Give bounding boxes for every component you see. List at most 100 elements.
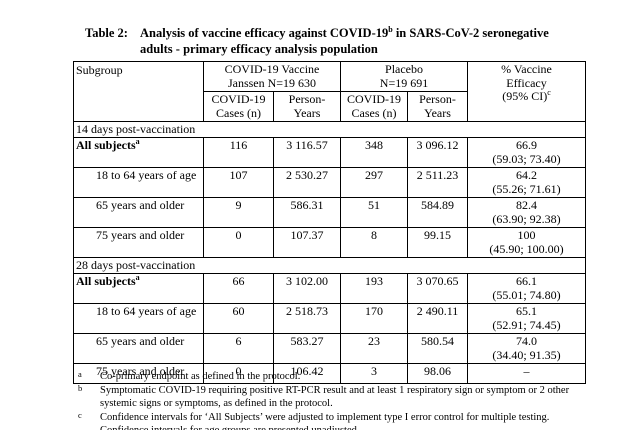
vaccine-efficacy-cell: 65.1 (52.91; 74.45) bbox=[467, 303, 587, 334]
placebo-group-line1: Placebo bbox=[385, 62, 424, 76]
vaccine-group-line2: Janssen N=19 630 bbox=[227, 75, 317, 90]
vaccine-cases-cell: 116 bbox=[203, 137, 274, 168]
table-title-text: Analysis of vaccine efficacy against COV… bbox=[140, 25, 550, 57]
vaccine-group-header: COVID-19 Vaccine Janssen N=19 630 bbox=[202, 61, 342, 92]
efficacy-value: 64.2 bbox=[516, 168, 538, 182]
vaccine-cases-cell: 0 bbox=[203, 363, 274, 384]
section-label: 28 days post-vaccination bbox=[72, 257, 587, 274]
placebo-cases-cell: 348 bbox=[340, 137, 409, 168]
placebo-person-years-header: Person- Years bbox=[407, 91, 469, 122]
subgroup-label: All subjects bbox=[76, 138, 136, 152]
vaccine-cases-cell: 0 bbox=[203, 227, 274, 258]
footnote-b: b Symptomatic COVID-19 requiring positiv… bbox=[78, 383, 570, 410]
subgroup-column-header: Subgroup bbox=[73, 61, 204, 122]
placebo-cases-cell: 23 bbox=[340, 333, 409, 364]
vaccine-efficacy-cell: 66.9 (59.03; 73.40) bbox=[467, 137, 587, 168]
table-row: 65 years and older 9 586.31 51 584.89 82… bbox=[73, 197, 587, 228]
table-title: Table 2: Analysis of vaccine efficacy ag… bbox=[85, 25, 550, 57]
subgroup-label: All subjects bbox=[76, 274, 136, 288]
placebo-person-years-cell: 2 511.23 bbox=[407, 167, 469, 198]
subgroup-cell: All subjectsa bbox=[73, 273, 204, 304]
footnote-text: Symptomatic COVID-19 requiring positive … bbox=[100, 385, 570, 409]
table-row: 18 to 64 years of age 60 2 518.73 170 2 … bbox=[73, 303, 587, 334]
efficacy-header-line3: (95% CI) bbox=[502, 89, 548, 103]
placebo-cases-cell: 51 bbox=[340, 197, 409, 228]
efficacy-ci: (55.01; 74.80) bbox=[492, 287, 561, 302]
footnote-a: a Co-primary endpoint as defined in the … bbox=[78, 369, 570, 383]
efficacy-ci: (59.03; 73.40) bbox=[492, 151, 561, 166]
efficacy-column-header: % Vaccine Efficacy (95% CI)c bbox=[467, 61, 587, 122]
efficacy-ci: (63.90; 92.38) bbox=[492, 211, 561, 226]
subgroup-cell: 65 years and older bbox=[73, 197, 204, 228]
subgroup-cell: 18 to 64 years of age bbox=[73, 303, 204, 334]
placebo-cases-cell: 170 bbox=[340, 303, 409, 334]
vaccine-cases-cell: 107 bbox=[203, 167, 274, 198]
efficacy-ci: (34.40; 91.35) bbox=[492, 347, 561, 362]
table-row: 75 years and older 0 107.37 8 99.15 100(… bbox=[73, 227, 587, 258]
placebo-person-years-cell: 99.15 bbox=[407, 227, 469, 258]
vaccine-person-years-cell: 2 530.27 bbox=[272, 167, 342, 198]
placebo-group-line2: N=19 691 bbox=[379, 75, 429, 90]
footnote-ref-a: a bbox=[135, 137, 140, 146]
table-row: 18 to 64 years of age 107 2 530.27 297 2… bbox=[73, 167, 587, 198]
efficacy-value: 74.0 bbox=[516, 334, 538, 348]
subgroup-cell: 75 years and older bbox=[73, 227, 204, 258]
vaccine-efficacy-cell: 66.1 (55.01; 74.80) bbox=[467, 273, 587, 304]
placebo-person-years-cell: 584.89 bbox=[407, 197, 469, 228]
vaccine-efficacy-cell: 74.0 (34.40; 91.35) bbox=[467, 333, 587, 364]
vaccine-cases-header: COVID-19 Cases (n) bbox=[203, 91, 274, 122]
footnote-ref-b: b bbox=[388, 24, 393, 34]
vaccine-person-years-cell: 583.27 bbox=[272, 333, 342, 364]
footnote-marker: a bbox=[78, 369, 82, 379]
efficacy-ci: (55.26; 71.61) bbox=[492, 181, 561, 196]
placebo-person-years-cell: 580.54 bbox=[407, 333, 469, 364]
vaccine-person-years-cell: 3 102.00 bbox=[272, 273, 342, 304]
efficacy-value: 65.1 bbox=[516, 304, 538, 318]
header-row-groups: Subgroup COVID-19 Vaccine Janssen N=19 63… bbox=[73, 61, 587, 122]
title-line1-pre: Analysis of vaccine efficacy against COV… bbox=[140, 26, 389, 40]
efficacy-value: 100 bbox=[517, 228, 536, 242]
vaccine-person-years-cell: 107.37 bbox=[272, 227, 342, 258]
footnote-c: c Confidence intervals for ‘All Subjects… bbox=[78, 410, 570, 430]
efficacy-ci: (52.91; 74.45) bbox=[492, 317, 561, 332]
section-label: 14 days post-vaccination bbox=[72, 121, 587, 138]
title-line2: adults - primary efficacy analysis popul… bbox=[140, 42, 378, 56]
subgroup-cell: 75 years and older bbox=[73, 363, 204, 384]
vaccine-group-line1: COVID-19 Vaccine bbox=[224, 62, 320, 76]
subgroup-cell: 65 years and older bbox=[73, 333, 204, 364]
efficacy-header-line2: Efficacy bbox=[506, 75, 547, 90]
section-row-28-days: 28 days post-vaccination bbox=[72, 257, 587, 274]
table-title-label: Table 2: bbox=[85, 26, 128, 40]
placebo-group-header: Placebo N=19 691 bbox=[340, 61, 469, 92]
vaccine-efficacy-cell: 64.2 (55.26; 71.61) bbox=[467, 167, 587, 198]
vaccine-cases-cell: 9 bbox=[203, 197, 274, 228]
title-line1-post: in SARS-CoV-2 seronegative bbox=[392, 26, 549, 40]
table-row: 65 years and older 6 583.27 23 580.54 74… bbox=[73, 333, 587, 364]
vaccine-person-years-header: Person- Years bbox=[272, 91, 342, 122]
table-row: All subjectsa 66 3 102.00 193 3 070.65 6… bbox=[73, 273, 587, 304]
subgroup-cell: All subjectsa bbox=[73, 137, 204, 168]
placebo-cases-cell: 297 bbox=[340, 167, 409, 198]
footnote-text: Confidence intervals for ‘All Subjects’ … bbox=[100, 412, 550, 430]
vaccine-cases-cell: 6 bbox=[203, 333, 274, 364]
header-row-columns: COVID-19 Cases (n) Person- Years COVID-1… bbox=[74, 91, 586, 122]
vaccine-cases-cell: 66 bbox=[203, 273, 274, 304]
table-row: 75 years and older 0 106.42 3 98.06 – bbox=[73, 363, 587, 384]
footnote-ref-a: a bbox=[135, 273, 140, 282]
vaccine-person-years-cell: 3 116.57 bbox=[272, 137, 342, 168]
efficacy-value: – bbox=[523, 364, 530, 378]
vaccine-person-years-cell: 586.31 bbox=[272, 197, 342, 228]
vaccine-efficacy-cell: – bbox=[467, 363, 587, 384]
efficacy-table: Subgroup COVID-19 Vaccine Janssen N=19 63… bbox=[72, 61, 587, 384]
efficacy-value: 66.9 bbox=[516, 138, 538, 152]
vaccine-efficacy-cell: 100 (45.90; 100.00) bbox=[467, 227, 587, 258]
efficacy-value: 66.1 bbox=[516, 274, 538, 288]
vaccine-cases-cell: 60 bbox=[203, 303, 274, 334]
placebo-person-years-cell: 2 490.11 bbox=[407, 303, 469, 334]
placebo-person-years-cell: 3 070.65 bbox=[407, 273, 469, 304]
footnote-ref-c: c bbox=[547, 88, 551, 97]
placebo-cases-header: COVID-19 Cases (n) bbox=[340, 91, 409, 122]
section-row-14-days: 14 days post-vaccination bbox=[72, 121, 587, 138]
placebo-person-years-cell: 3 096.12 bbox=[407, 137, 469, 168]
